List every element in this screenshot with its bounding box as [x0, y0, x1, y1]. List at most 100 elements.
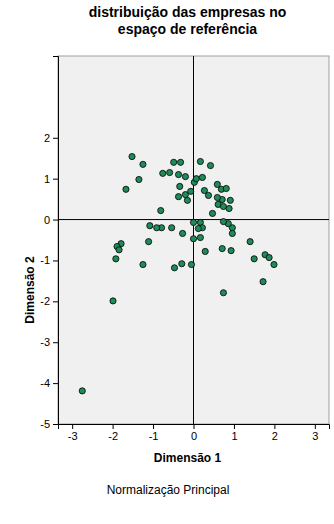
tick-label: -3: [68, 430, 78, 442]
tick: 1: [231, 424, 237, 442]
point: [179, 261, 185, 267]
point: [247, 239, 253, 245]
point: [177, 159, 183, 165]
tick-mark: [53, 138, 58, 139]
tick: -2: [108, 424, 118, 442]
point: [171, 159, 177, 165]
tick-label: 1: [44, 173, 50, 185]
point: [160, 170, 166, 176]
point: [223, 185, 229, 191]
point: [171, 265, 177, 271]
tick: 2: [44, 132, 58, 144]
point: [116, 247, 122, 253]
point: [140, 261, 146, 267]
point: [110, 298, 116, 304]
point: [266, 254, 272, 260]
tick-mark: [53, 220, 58, 221]
point: [202, 248, 208, 254]
point: [179, 230, 185, 236]
tick-mark: [53, 301, 58, 302]
plot-area: [58, 56, 329, 424]
tick: 0: [191, 424, 197, 442]
tick: -3: [68, 424, 78, 442]
tick-mark: [53, 424, 58, 425]
tick: -3: [40, 336, 58, 348]
point: [158, 207, 164, 213]
point: [146, 239, 152, 245]
point: [209, 210, 215, 216]
chart-title: distribuição das empresas noespaço de re…: [89, 4, 287, 37]
point: [147, 223, 153, 229]
tick-mark: [53, 179, 58, 180]
y-axis: -5 -4 -3 -2 -1 0 1 2: [40, 57, 58, 431]
point: [154, 225, 160, 231]
point: [190, 236, 196, 242]
point: [123, 186, 129, 192]
point: [207, 162, 213, 168]
tick-label: 2: [272, 430, 278, 442]
chart-title-line: distribuição das empresas no: [89, 4, 287, 20]
point: [140, 161, 146, 167]
point: [129, 153, 135, 159]
tick: -2: [40, 295, 58, 307]
point: [79, 388, 85, 394]
point: [195, 225, 201, 231]
point: [214, 194, 220, 200]
point: [199, 174, 205, 180]
point: [226, 205, 232, 211]
point: [220, 203, 226, 209]
points: [79, 153, 277, 393]
point: [251, 256, 257, 262]
axis-line: [53, 57, 59, 425]
point: [175, 171, 181, 177]
point: [260, 279, 266, 285]
point: [177, 183, 183, 189]
point: [167, 169, 173, 175]
tick-label: 0: [191, 430, 197, 442]
tick: 3: [312, 424, 318, 442]
tick-label: 0: [44, 214, 50, 226]
tick-label: 1: [231, 430, 237, 442]
tick-mark: [53, 260, 58, 261]
y-axis-title: Dimensão 2: [23, 256, 37, 324]
tick: -5: [40, 418, 58, 430]
tick-label: 2: [44, 132, 50, 144]
point: [182, 174, 188, 180]
point: [205, 192, 211, 198]
tick: -1: [40, 254, 58, 266]
annotation: Normalização Principal: [107, 483, 230, 497]
chart-title-line: espaço de referência: [118, 21, 258, 37]
point: [113, 256, 119, 262]
tick-label: -2: [108, 430, 118, 442]
point: [169, 225, 175, 231]
point: [136, 176, 142, 182]
point: [197, 234, 203, 240]
point: [228, 248, 234, 254]
tick: -4: [40, 377, 58, 389]
point: [193, 176, 199, 182]
point: [271, 261, 277, 267]
reference-lines: [58, 56, 329, 424]
tick-mark: [113, 424, 114, 429]
point: [219, 245, 225, 251]
x-axis: -3 -2 -1 0 1 2 3: [59, 424, 330, 442]
chart: distribuição das empresas noespaço de re…: [0, 0, 334, 524]
point: [184, 197, 190, 203]
point: [227, 197, 233, 203]
tick: 2: [272, 424, 278, 442]
tick-mark: [153, 424, 154, 429]
tick-mark: [53, 383, 58, 384]
x-axis-title: Dimensão 1: [154, 451, 222, 465]
point: [229, 230, 235, 236]
point: [220, 290, 226, 296]
tick-label: -4: [40, 377, 50, 389]
point: [175, 194, 181, 200]
tick-mark: [194, 424, 195, 429]
tick-label: -1: [149, 430, 159, 442]
tick-label: -5: [40, 418, 50, 430]
tick-mark: [72, 424, 73, 429]
tick-label: 3: [312, 430, 318, 442]
tick-mark: [234, 424, 235, 429]
axis-line: [59, 425, 330, 430]
tick-label: -3: [40, 336, 50, 348]
